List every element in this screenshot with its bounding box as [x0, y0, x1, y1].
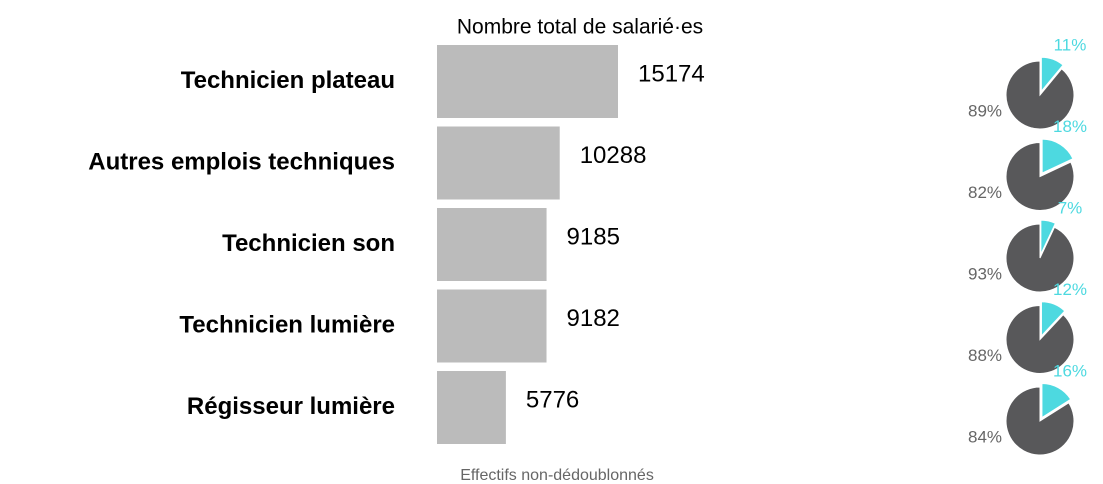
- value-label: 10288: [580, 142, 647, 169]
- pie-label: 84%: [968, 427, 1002, 446]
- chart-note: Effectifs non-dédoublonnés: [460, 467, 654, 484]
- category-label: Technicien son: [222, 230, 395, 257]
- pie-label: 12%: [1053, 280, 1087, 299]
- bar: [437, 371, 506, 444]
- pie-label: 93%: [968, 264, 1002, 283]
- bar: [437, 126, 560, 200]
- value-label: 9185: [567, 223, 620, 250]
- pie-slice: [1040, 56, 1064, 93]
- bar: [437, 289, 547, 363]
- pie-slice: [1005, 304, 1075, 374]
- category-label: Autres emplois techniques: [88, 148, 395, 175]
- chart-title: Nombre total de salarié·es: [457, 16, 703, 39]
- pie-label: 16%: [1053, 361, 1087, 380]
- pie-slice: [1041, 382, 1072, 419]
- category-label: Régisseur lumière: [187, 393, 395, 420]
- pie-label: 7%: [1058, 198, 1083, 217]
- pie-label: 18%: [1053, 117, 1087, 136]
- pie-slice: [1005, 386, 1075, 456]
- value-label: 5776: [526, 386, 579, 413]
- category-label: Technicien lumière: [179, 311, 395, 338]
- pie-slice: [1040, 219, 1057, 255]
- pie-label: 89%: [968, 101, 1002, 120]
- pie-label: 82%: [968, 183, 1002, 202]
- pie-slice: [1040, 301, 1066, 338]
- value-label: 15174: [638, 60, 705, 87]
- pie-slice: [1041, 138, 1074, 174]
- category-label: Technicien plateau: [181, 67, 395, 94]
- pie-slice: [1005, 141, 1075, 211]
- pie-label: 88%: [968, 346, 1002, 365]
- bar: [437, 45, 618, 118]
- bar: [437, 208, 547, 281]
- pie-slice: [1005, 223, 1075, 293]
- value-label: 9182: [567, 305, 620, 332]
- pie-slice: [1005, 60, 1075, 130]
- pie-label: 11%: [1054, 35, 1087, 54]
